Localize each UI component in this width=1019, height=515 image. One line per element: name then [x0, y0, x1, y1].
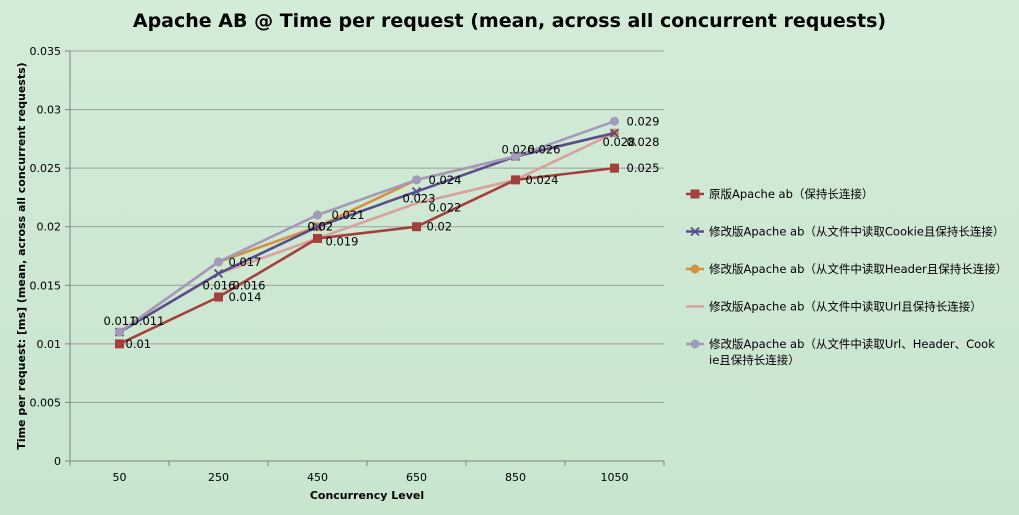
data-point: [214, 292, 223, 302]
data-label: 0.028: [627, 135, 660, 149]
series-lines: [114, 116, 620, 349]
data-point: [213, 268, 224, 279]
legend-label: 修改版Apache ab（从文件中读取Header且保持长连接）: [709, 262, 1007, 276]
legend-entry: 原版Apache ab（保持长连接）: [686, 187, 873, 201]
y-tick-label: 0.03: [37, 104, 62, 117]
legend-label: 原版Apache ab（保持长连接）: [709, 187, 873, 201]
y-tick-label: 0.02: [37, 221, 62, 234]
data-label: 0.02: [427, 220, 453, 234]
y-tick-label: 0.025: [30, 162, 62, 175]
data-label: 0.026: [502, 142, 535, 156]
data-label: 0.019: [326, 234, 359, 248]
legend-entry: 修改版Apache ab（从文件中读取Header且保持长连接）: [686, 262, 1007, 276]
data-label: 0.014: [229, 290, 262, 304]
data-label: 0.025: [627, 161, 660, 175]
legend-label-continued: ie且保持长连接）: [709, 353, 800, 367]
data-point: [313, 210, 322, 220]
y-axis-title: Time per request: [ms] (mean, across all…: [15, 62, 28, 449]
legend: 原版Apache ab（保持长连接） 修改版Apache ab（从文件中读取Coo…: [686, 187, 1007, 367]
data-label: 0.024: [526, 173, 559, 187]
chart-title: Apache AB @ Time per request (mean, acro…: [132, 10, 887, 32]
y-tick-label: 0: [54, 455, 61, 468]
legend-swatch-marker: [690, 264, 700, 274]
data-label: 0.017: [229, 255, 262, 269]
legend-label: 修改版Apache ab（从文件中读取Url、Header、Cook: [709, 337, 995, 351]
data-label: 0.011: [104, 314, 137, 328]
legend-entry: 修改版Apache ab（从文件中读取Url、Header、Cook ie且保持长…: [686, 337, 995, 367]
data-point: [115, 327, 124, 337]
data-point: [411, 186, 422, 197]
legend-swatch-marker: [690, 189, 700, 199]
data-point: [412, 175, 421, 185]
data-point: [214, 257, 223, 267]
data-label: 0.011: [132, 314, 165, 328]
legend-label: 修改版Apache ab（从文件中读取Url且保持长连接）: [709, 300, 982, 314]
y-tick-label: 0.01: [37, 338, 62, 351]
series-line: [118, 120, 615, 334]
data-point: [312, 222, 323, 232]
data-label: 0.016: [203, 279, 236, 293]
y-tick-label: 0.005: [30, 396, 62, 409]
data-point: [412, 222, 421, 232]
y-tick-label: 0.015: [30, 279, 62, 292]
data-point: [609, 128, 620, 138]
data-label: 0.016: [233, 279, 266, 293]
series-line: [118, 131, 615, 334]
legend-swatch-marker: [690, 339, 700, 349]
legend-entry: 修改版Apache ab（从文件中读取Cookie且保持长连接）: [686, 225, 1004, 239]
data-point: [610, 163, 619, 173]
legend-label: 修改版Apache ab（从文件中读取Cookie且保持长连接）: [709, 225, 1004, 239]
x-tick-label: 50: [113, 471, 127, 484]
x-tick-label: 850: [505, 471, 526, 484]
data-label: 0.021: [332, 208, 365, 222]
data-labels: 0.016 0.022 0.028 0.02 0.011 0.016 0.02 0.023 0.…: [104, 114, 660, 351]
data-label: 0.029: [627, 114, 660, 128]
data-label: 0.01: [126, 337, 152, 351]
data-label: 0.023: [403, 192, 436, 206]
data-point: [115, 339, 124, 349]
legend-swatch-marker: [690, 226, 700, 237]
y-tick-label: 0.035: [30, 45, 62, 58]
x-tick-label: 650: [406, 471, 427, 484]
legend-entry: 修改版Apache ab（从文件中读取Url且保持长连接）: [686, 300, 982, 314]
data-label: 0.026: [528, 142, 561, 156]
data-point: [511, 175, 520, 185]
data-point: [313, 233, 322, 243]
data-point: [511, 151, 520, 161]
data-label: 0.02: [308, 220, 334, 234]
data-label: 0.028: [603, 135, 636, 149]
series-line: [118, 166, 615, 346]
x-tick-label: 450: [307, 471, 328, 484]
x-axis-title: Concurrency Level: [310, 489, 424, 502]
data-label: 0.022: [429, 200, 462, 214]
x-tick-label: 250: [208, 471, 229, 484]
data-point: [610, 116, 619, 126]
gridlines: [70, 50, 664, 403]
axes: 0 0.005 0.01 0.015 0.02 0.025 0.03 0.035 50 250 45…: [15, 45, 665, 502]
x-tick-label: 1050: [601, 471, 629, 484]
data-label: 0.02: [308, 220, 334, 234]
data-label: 0.024: [429, 173, 462, 187]
